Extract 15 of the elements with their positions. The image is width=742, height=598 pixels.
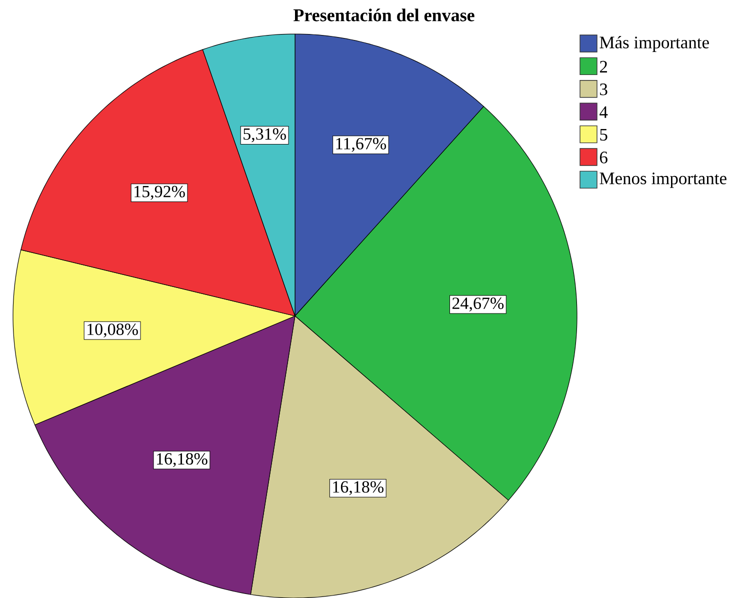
- data-label: 16,18%: [157, 453, 208, 468]
- chart-title: Presentación del envase: [293, 8, 474, 22]
- legend-label: 4: [600, 106, 608, 118]
- legend-label: Más importante: [600, 36, 709, 52]
- legend-label: 5: [600, 128, 608, 141]
- legend-label: Menos importante: [600, 172, 726, 188]
- data-label: 5,31%: [244, 128, 286, 142]
- data-label: 10,08%: [88, 324, 138, 338]
- legend-label: 3: [600, 84, 608, 96]
- data-label: 16,18%: [333, 481, 384, 496]
- legend-label: 2: [600, 60, 607, 72]
- legend-label: 6: [600, 152, 608, 164]
- data-label: 24,67%: [452, 298, 504, 312]
- data-label: 15,92%: [134, 186, 185, 200]
- data-label: 11,67%: [336, 138, 386, 152]
